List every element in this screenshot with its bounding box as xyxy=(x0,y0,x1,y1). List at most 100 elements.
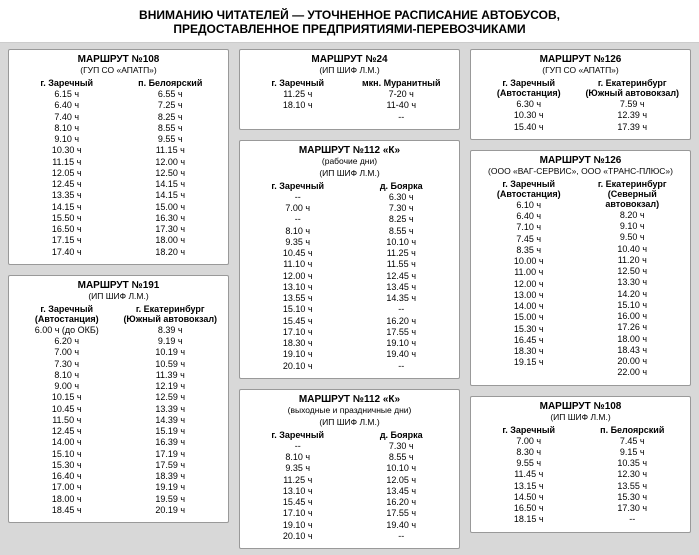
time-cell: 14.20 ч xyxy=(581,289,685,300)
time-cell: 15.45 ч xyxy=(246,316,350,327)
route-191-card: МАРШРУТ №191(ИП ШИФ Л.М.)г. Заречный (Ав… xyxy=(8,275,229,523)
card-subtitle: (ИП ШИФ Л.М.) xyxy=(246,417,453,427)
time-cell: 14.00 ч xyxy=(15,437,119,448)
time-cell: 12.50 ч xyxy=(581,266,685,277)
time-cell: 13.39 ч xyxy=(119,404,223,415)
card-subtitle-2: (рабочие дни) xyxy=(246,156,453,166)
time-cell: 11.25 ч xyxy=(350,248,454,259)
time-cell: 18.45 ч xyxy=(15,505,119,516)
time-cell: 20.00 ч xyxy=(581,356,685,367)
route-108b-card: МАРШРУТ №108(ИП ШИФ Л.М.)г. Заречный7.00… xyxy=(470,396,691,533)
time-cell: 9.10 ч xyxy=(581,221,685,232)
time-cell: 15.00 ч xyxy=(477,312,581,323)
time-cell: 18.10 ч xyxy=(246,100,350,111)
col1-header: г. Заречный (Автостанция) xyxy=(477,77,581,99)
time-cell: 12.00 ч xyxy=(477,279,581,290)
time-cell: 6.40 ч xyxy=(15,100,119,111)
time-cell: 10.10 ч xyxy=(350,237,454,248)
time-cell: -- xyxy=(246,192,350,203)
time-cell: 12.45 ч xyxy=(15,426,119,437)
time-cell: 13.30 ч xyxy=(581,277,685,288)
time-cell: 8.20 ч xyxy=(581,210,685,221)
time-cell: 14.39 ч xyxy=(119,415,223,426)
time-cell: 18.15 ч xyxy=(477,514,581,525)
col1-header: г. Заречный xyxy=(246,77,350,89)
time-cell: 17.55 ч xyxy=(350,327,454,338)
time-cell: 7-20 ч xyxy=(350,89,454,100)
header-line-2: ПРЕДОСТАВЛЕННОЕ ПРЕДПРИЯТИЯМИ-ПЕРЕВОЗЧИК… xyxy=(10,22,689,36)
time-cell: 17.00 ч xyxy=(15,482,119,493)
time-cell: 16.30 ч xyxy=(119,213,223,224)
time-cell: 6.55 ч xyxy=(119,89,223,100)
time-cell: 11.15 ч xyxy=(119,145,223,156)
card-title: МАРШРУТ №112 «К» xyxy=(246,394,453,405)
time-cell: 22.00 ч xyxy=(581,367,685,378)
time-cell: 14.00 ч xyxy=(477,301,581,312)
time-cell: 9.50 ч xyxy=(581,232,685,243)
card-subtitle: (ООО «ВАГ-СЕРВИС», ООО «ТРАНС-ПЛЮС») xyxy=(477,166,684,176)
time-cell: 15.00 ч xyxy=(119,202,223,213)
time-cell: 20.19 ч xyxy=(119,505,223,516)
time-cell: 8.10 ч xyxy=(246,226,350,237)
time-cell: 11.45 ч xyxy=(477,469,581,480)
time-cell: 6.10 ч xyxy=(477,200,581,211)
time-cell: 14.15 ч xyxy=(15,202,119,213)
cards-grid: МАРШРУТ №108(ГУП СО «АПАТП»)г. Заречный6… xyxy=(0,43,699,555)
schedule-table: г. Заречный (Автостанция)6.10 ч6.40 ч7.1… xyxy=(477,178,684,379)
time-cell: 11.55 ч xyxy=(350,259,454,270)
time-cell: 18.20 ч xyxy=(119,247,223,258)
time-cell: 12.00 ч xyxy=(246,271,350,282)
card-title: МАРШРУТ №126 xyxy=(477,155,684,166)
column-2: МАРШРУТ №24(ИП ШИФ Л.М.)г. Заречный11.25… xyxy=(239,49,460,549)
time-cell: 7.00 ч xyxy=(15,347,119,358)
time-cell: 17.55 ч xyxy=(350,508,454,519)
time-cell: 7.59 ч xyxy=(581,99,685,110)
time-cell: 10.30 ч xyxy=(477,110,581,121)
card-title: МАРШРУТ №108 xyxy=(15,54,222,65)
time-cell: 12.00 ч xyxy=(119,157,223,168)
time-cell: 8.10 ч xyxy=(15,370,119,381)
time-cell: 15.45 ч xyxy=(246,497,350,508)
route-126b-card: МАРШРУТ №126(ООО «ВАГ-СЕРВИС», ООО «ТРАН… xyxy=(470,150,691,386)
time-cell: 12.39 ч xyxy=(581,110,685,121)
time-cell: 13.55 ч xyxy=(246,293,350,304)
time-cell: 7.40 ч xyxy=(15,112,119,123)
col2-header: мкн. Муранитный xyxy=(350,77,454,89)
time-cell: 13.45 ч xyxy=(350,282,454,293)
col1-header: г. Заречный (Автостанция) xyxy=(15,303,119,325)
time-cell: 9.55 ч xyxy=(477,458,581,469)
time-cell: 17.30 ч xyxy=(581,503,685,514)
time-cell: 11.10 ч xyxy=(246,259,350,270)
card-subtitle: (ИП ШИФ Л.М.) xyxy=(15,291,222,301)
time-cell: 8.10 ч xyxy=(246,452,350,463)
time-cell: 18.43 ч xyxy=(581,345,685,356)
time-cell: -- xyxy=(350,531,454,542)
card-title: МАРШРУТ №24 xyxy=(246,54,453,65)
time-cell: 10.59 ч xyxy=(119,359,223,370)
page-header: ВНИМАНИЮ ЧИТАТЕЛЕЙ — УТОЧНЕННОЕ РАСПИСАН… xyxy=(0,0,699,43)
time-cell: 13.10 ч xyxy=(246,282,350,293)
time-cell: 13.00 ч xyxy=(477,290,581,301)
route-108a-card: МАРШРУТ №108(ГУП СО «АПАТП»)г. Заречный6… xyxy=(8,49,229,265)
time-cell: 9.15 ч xyxy=(581,447,685,458)
time-cell: 16.20 ч xyxy=(350,497,454,508)
time-cell: 11.25 ч xyxy=(246,475,350,486)
time-cell: 11.50 ч xyxy=(15,415,119,426)
time-cell: 7.45 ч xyxy=(581,436,685,447)
time-cell: 16.39 ч xyxy=(119,437,223,448)
time-cell: 19.40 ч xyxy=(350,349,454,360)
route-112h-card: МАРШРУТ №112 «К»(выходные и праздничные … xyxy=(239,389,460,549)
column-3: МАРШРУТ №126(ГУП СО «АПАТП»)г. Заречный … xyxy=(470,49,691,549)
time-cell: 14.50 ч xyxy=(477,492,581,503)
route-24-card: МАРШРУТ №24(ИП ШИФ Л.М.)г. Заречный11.25… xyxy=(239,49,460,130)
time-cell: 19.19 ч xyxy=(119,482,223,493)
time-cell: 9.10 ч xyxy=(15,134,119,145)
time-cell: 8.55 ч xyxy=(350,226,454,237)
schedule-table: г. Заречный11.25 ч18.10 чмкн. Муранитный… xyxy=(246,77,453,123)
time-cell: 19.15 ч xyxy=(477,357,581,368)
time-cell: 16.50 ч xyxy=(477,503,581,514)
time-cell: 16.45 ч xyxy=(477,335,581,346)
time-cell: 13.35 ч xyxy=(15,190,119,201)
schedule-table: г. Заречный (Автостанция)6.00 ч (до ОКБ)… xyxy=(15,303,222,516)
time-cell: 18.30 ч xyxy=(246,338,350,349)
